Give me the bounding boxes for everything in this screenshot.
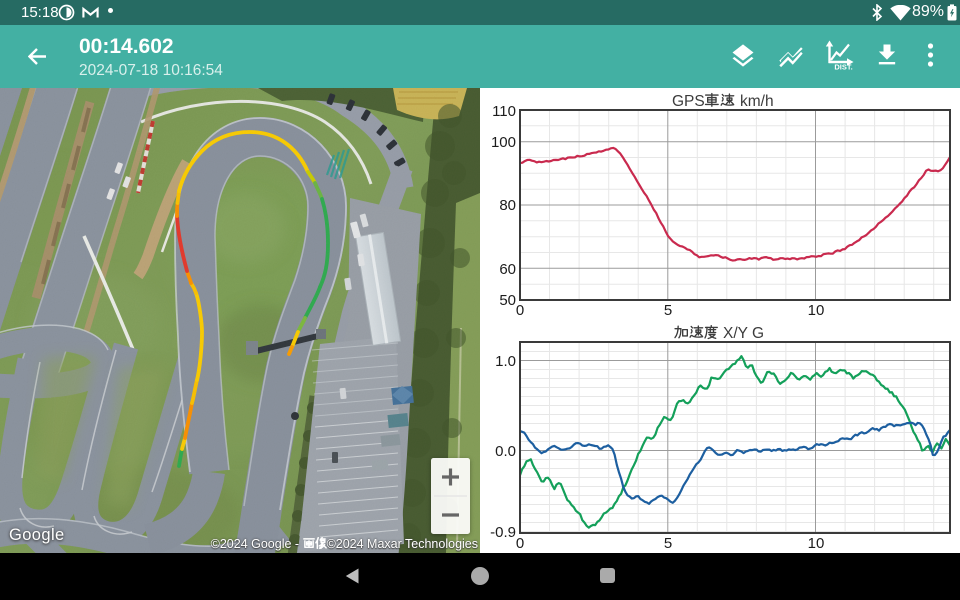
svg-text:110: 110 <box>492 103 516 120</box>
svg-text:0: 0 <box>516 302 524 319</box>
svg-text:100: 100 <box>491 134 516 151</box>
svg-text:0: 0 <box>516 535 524 552</box>
svg-text:50: 50 <box>499 292 516 309</box>
svg-text:X/Y G: X/Y G <box>723 325 764 342</box>
svg-text:-0.9: -0.9 <box>490 524 516 541</box>
svg-text:5: 5 <box>664 535 672 552</box>
svg-text:GPS: GPS <box>672 93 705 110</box>
svg-text:10: 10 <box>808 302 825 319</box>
svg-text:60: 60 <box>499 261 516 278</box>
svg-text:0.0: 0.0 <box>495 443 516 460</box>
svg-text:10: 10 <box>808 535 825 552</box>
svg-text:1.0: 1.0 <box>495 353 516 370</box>
svg-text:5: 5 <box>664 302 672 319</box>
svg-text:80: 80 <box>499 197 516 214</box>
svg-text:DIST.: DIST. <box>834 63 852 71</box>
svg-text:km/h: km/h <box>740 93 774 110</box>
